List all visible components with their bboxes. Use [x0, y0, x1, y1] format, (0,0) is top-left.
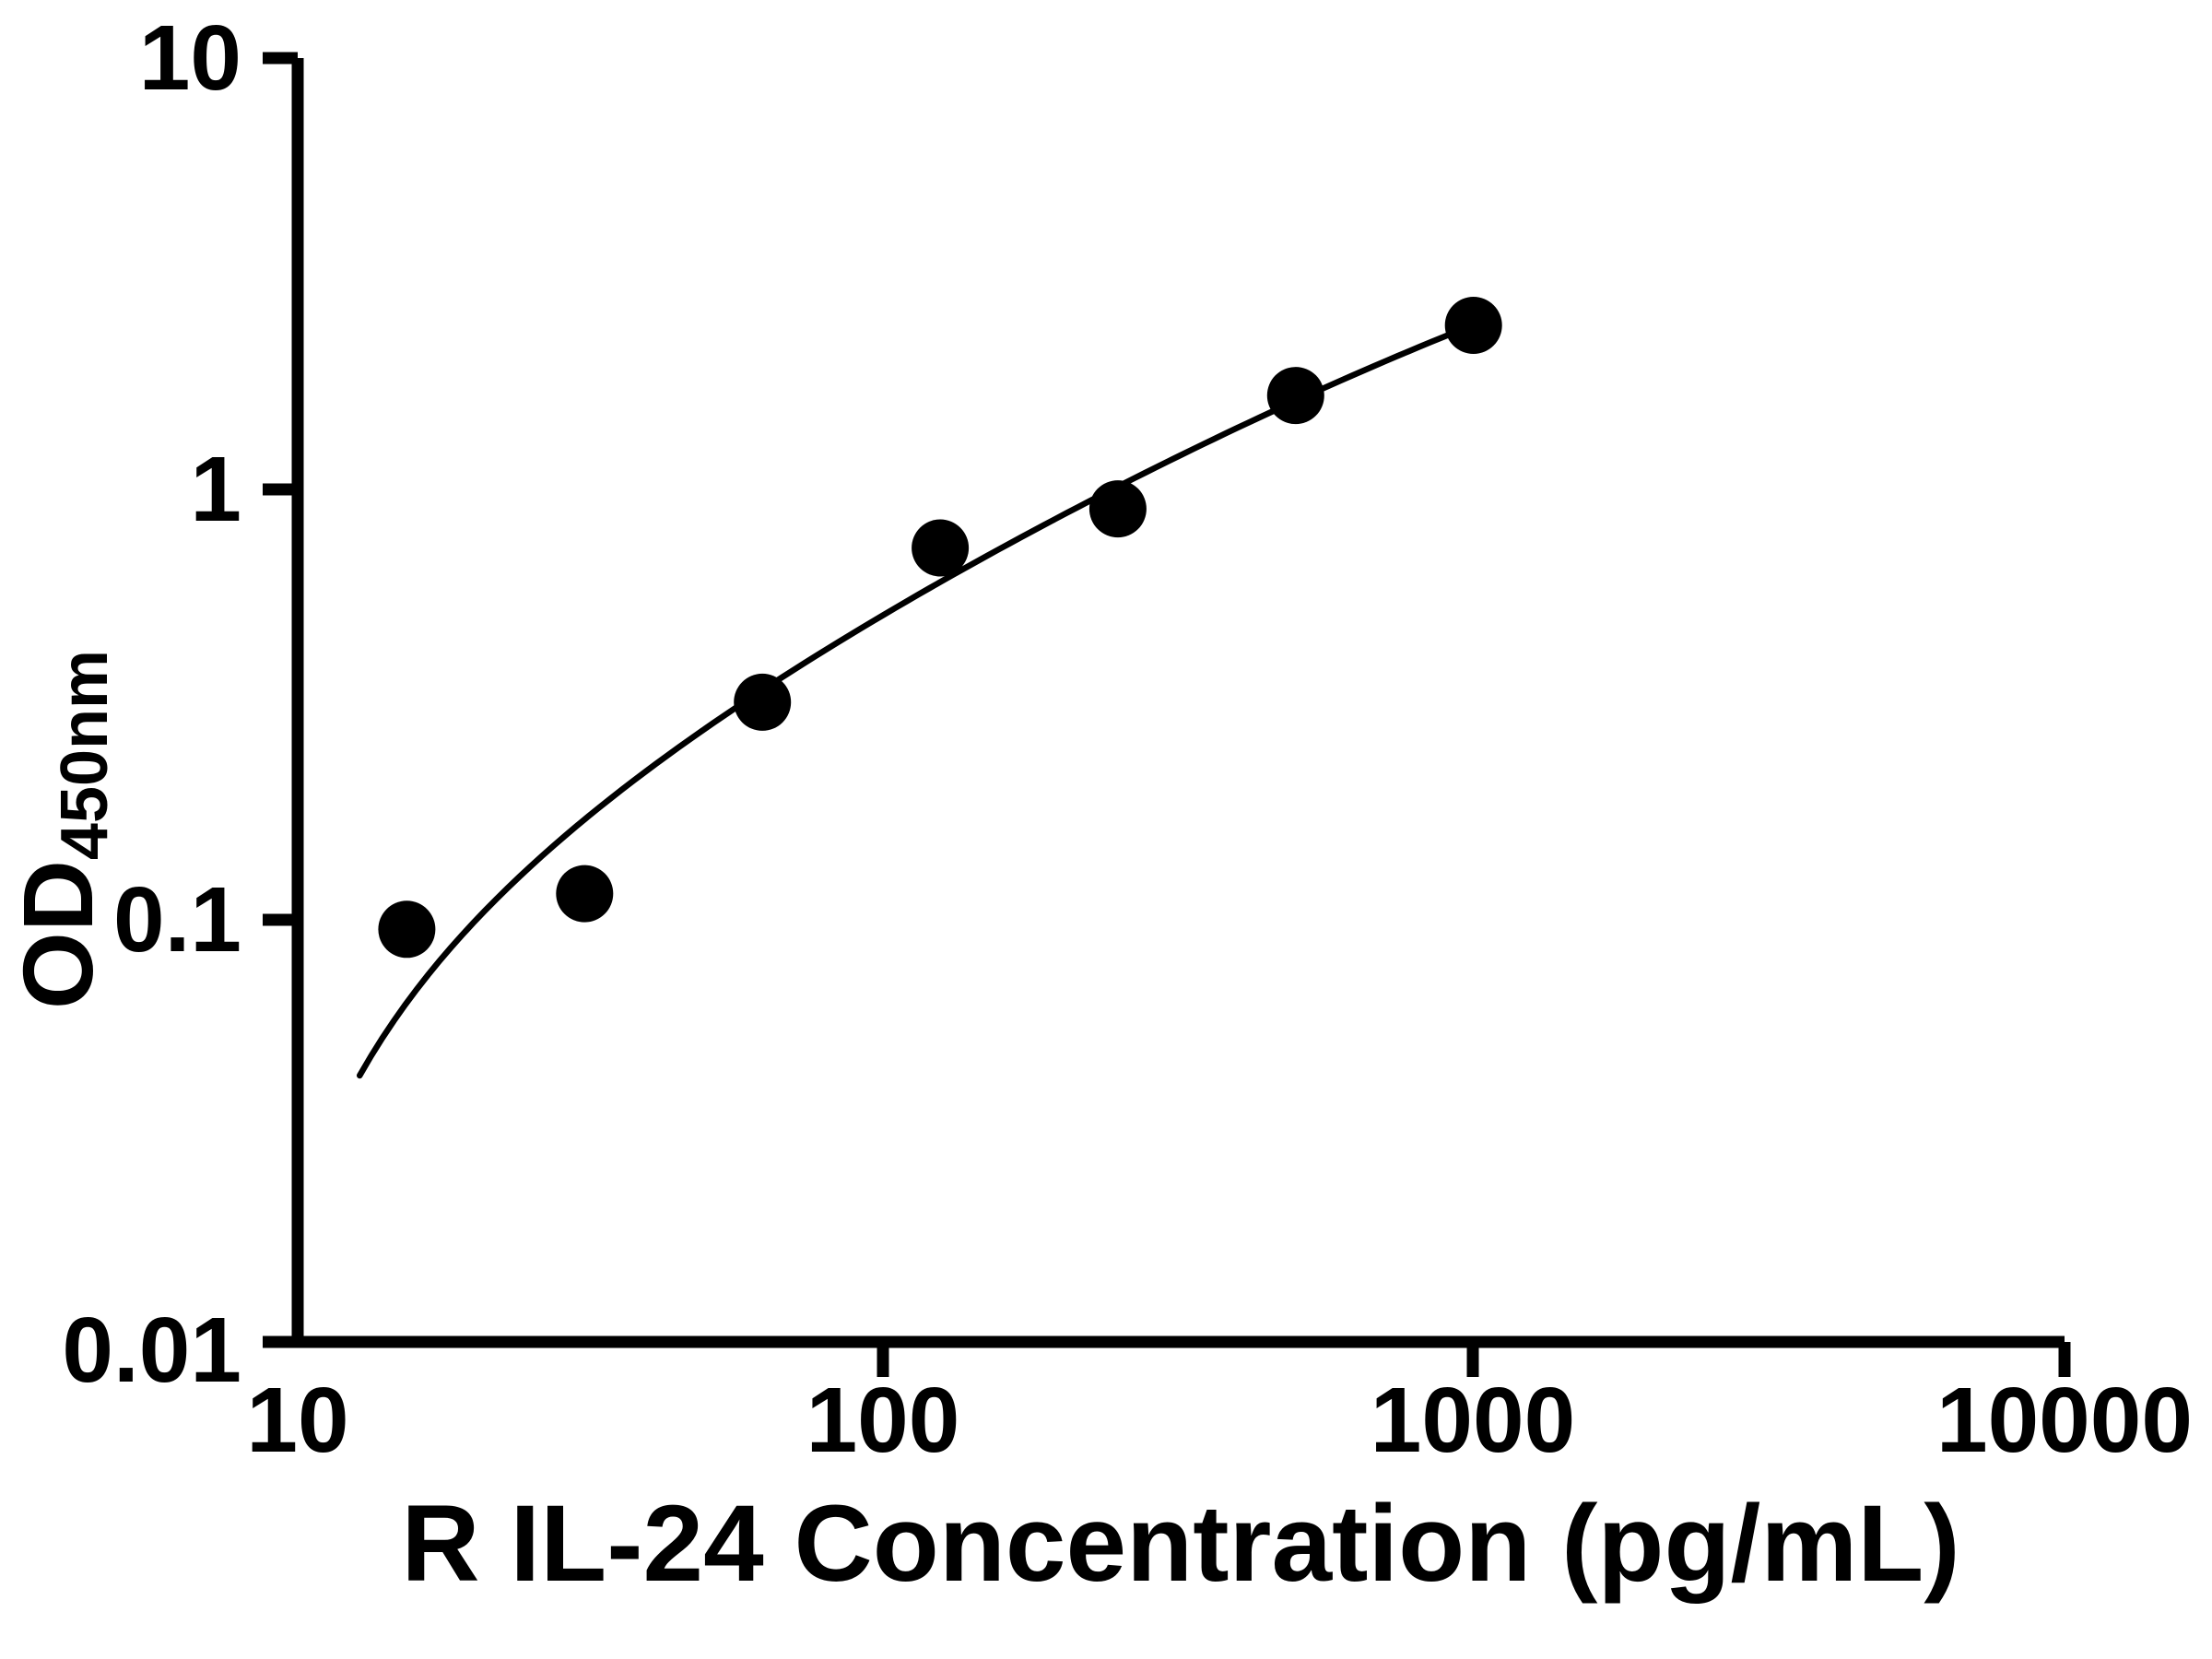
svg-text:100: 100 [806, 1369, 960, 1472]
svg-text:10: 10 [139, 6, 241, 110]
svg-text:R IL-24 Concentration (pg/mL): R IL-24 Concentration (pg/mL) [401, 1483, 1959, 1605]
svg-text:10: 10 [246, 1369, 348, 1472]
svg-text:0.01: 0.01 [62, 1299, 241, 1402]
svg-text:1: 1 [190, 438, 241, 541]
svg-text:10000: 10000 [1936, 1369, 2193, 1472]
svg-text:1000: 1000 [1371, 1369, 1575, 1472]
svg-text:OD450nm: OD450nm [2, 650, 122, 1009]
svg-text:0.1: 0.1 [113, 868, 241, 971]
